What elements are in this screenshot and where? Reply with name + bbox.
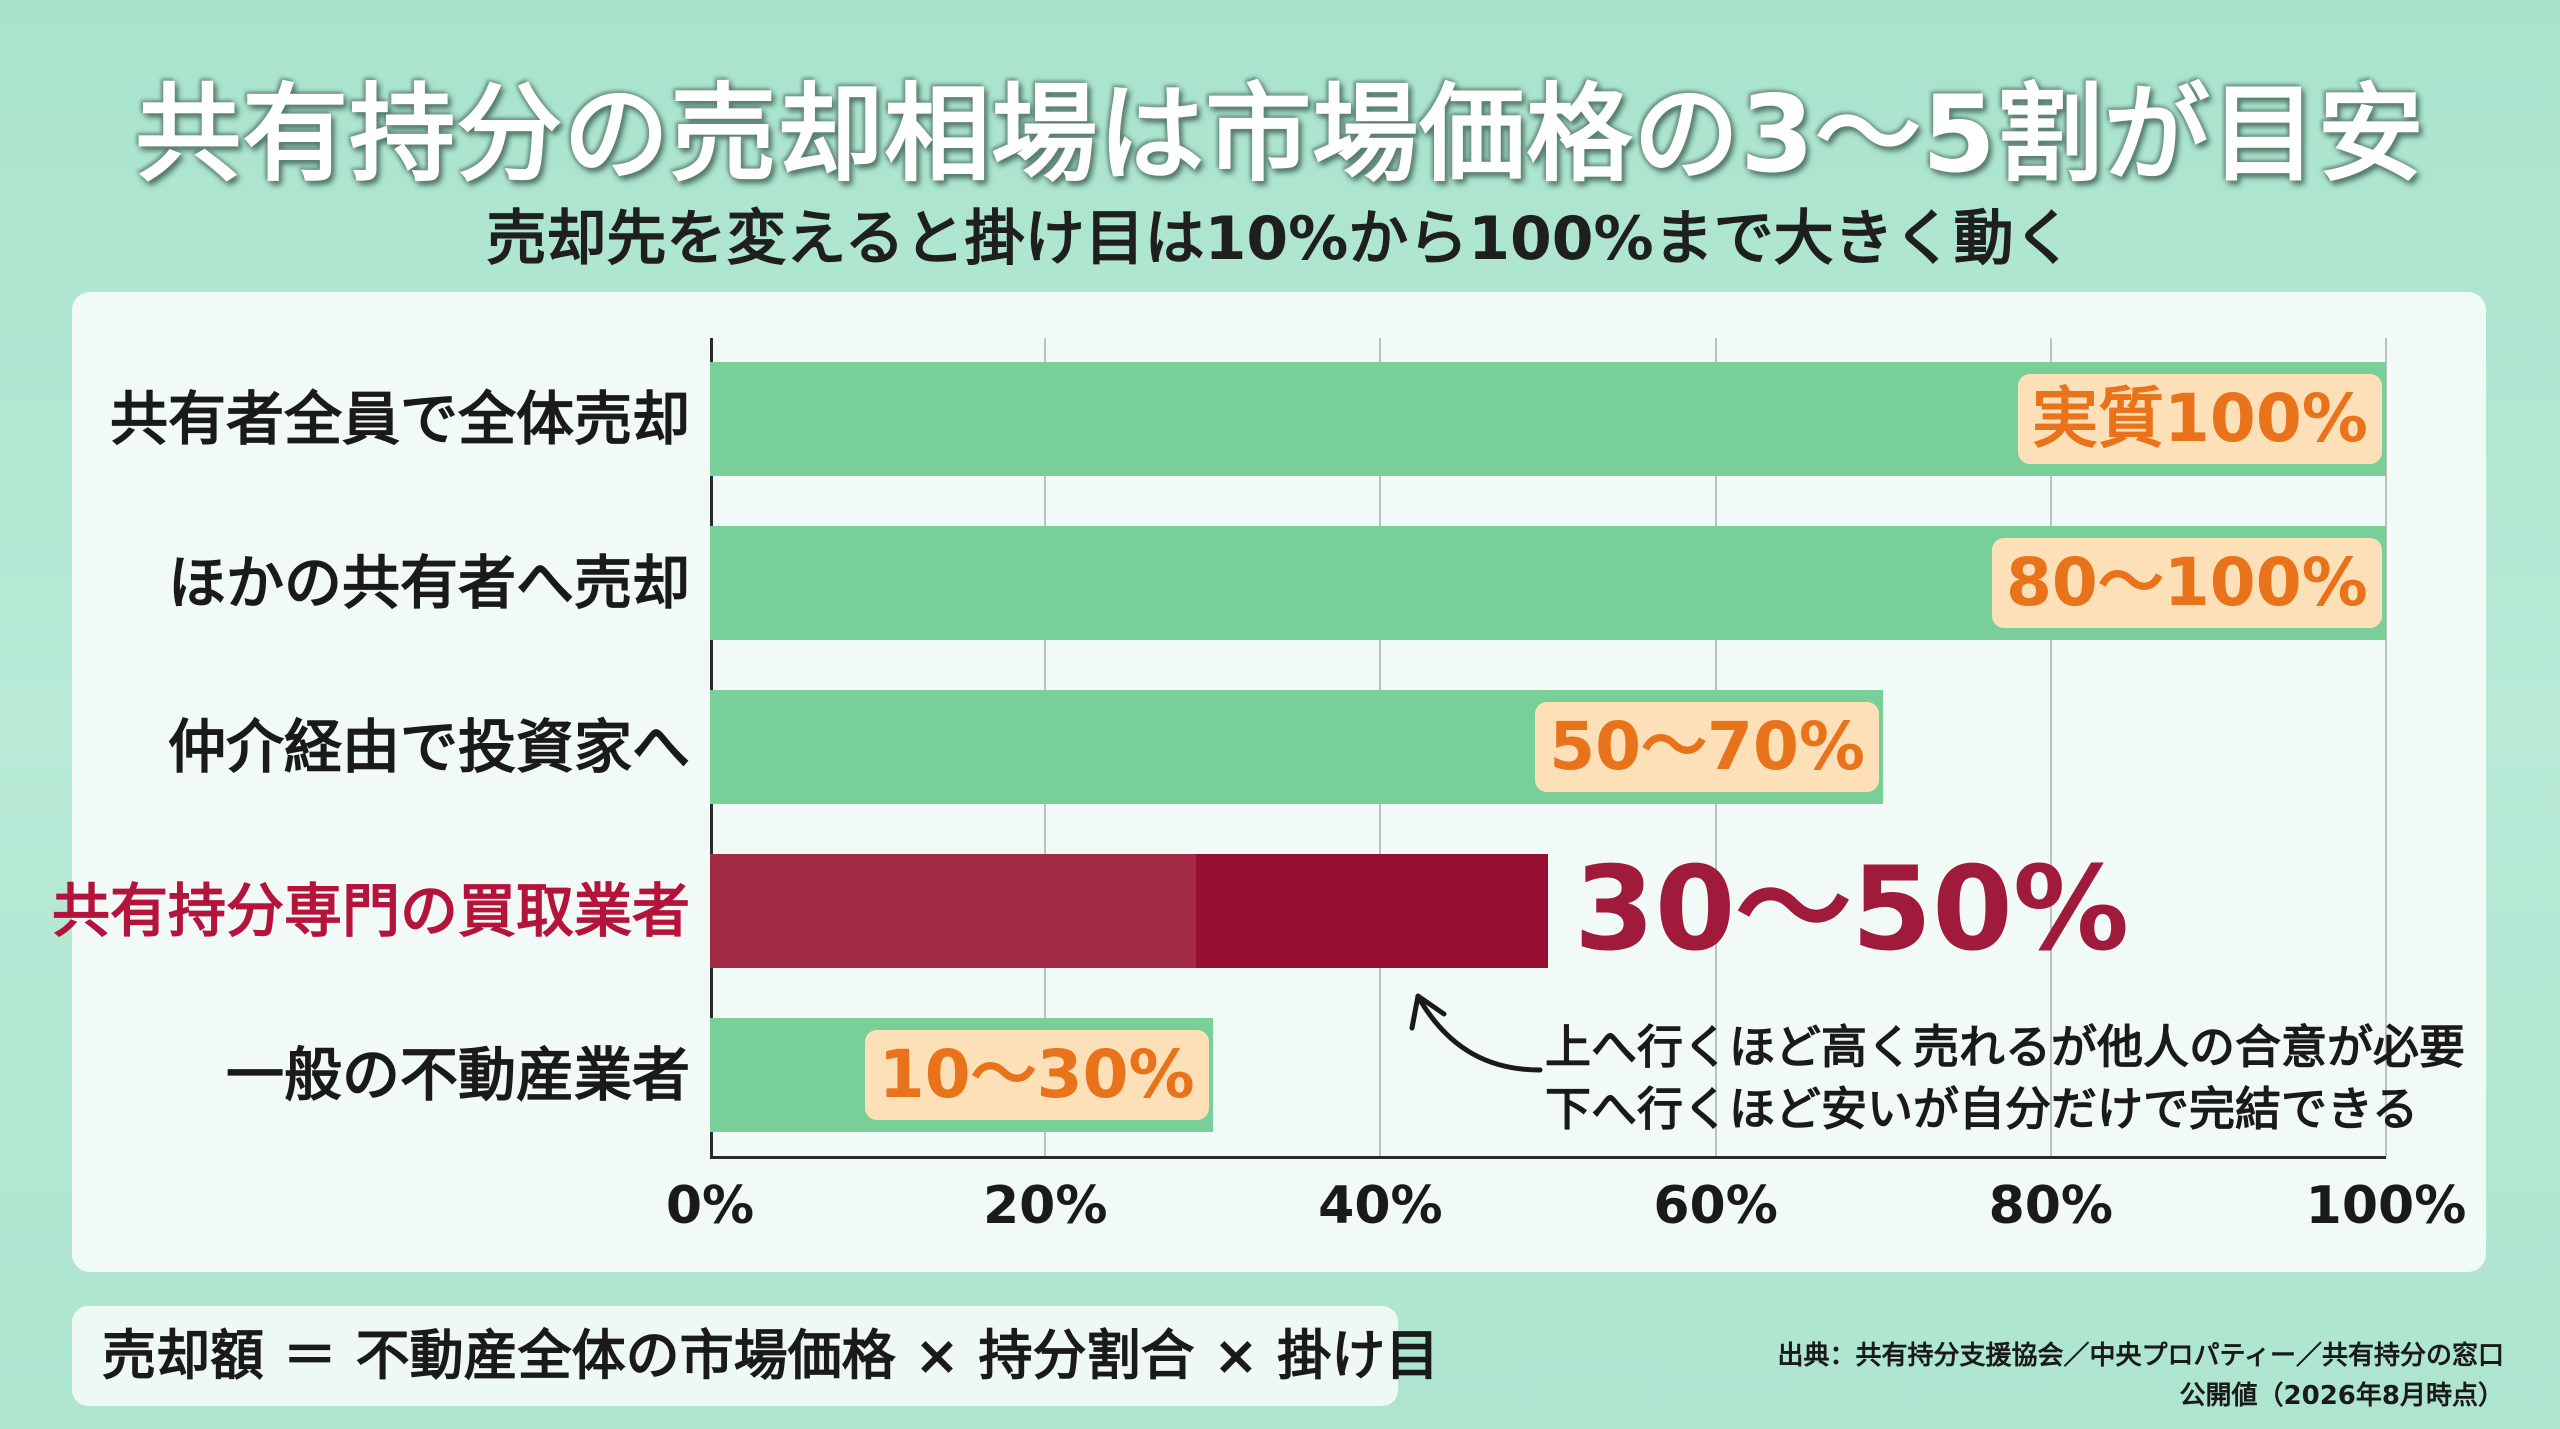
category-label: 仲介経由で投資家へ [167,713,690,781]
category-label: 共有持分専門の買取業者 [51,877,690,945]
category-label: 一般の不動産業者 [225,1041,690,1109]
category-label: 共有者全員で全体売却 [109,385,690,453]
note-arrow-icon [1409,993,1543,1073]
x-tick-label: 100% [2305,1176,2467,1236]
gridline [2385,338,2387,1156]
annotation-line-1: 上へ行くほど高く売れるが他人の合意が必要 [1545,1020,2465,1074]
data-label: 80〜100% [1992,538,2382,628]
source-line-2: 公開値（2026年8月時点） [2179,1381,2504,1411]
formula-box: 売却額 ＝ 不動産全体の市場価格 × 持分割合 × 掛け目 [72,1306,1439,1406]
bar [710,854,1548,968]
x-tick-label: 60% [1653,1176,1778,1236]
data-label: 30〜50% [1574,842,2130,977]
x-tick-label: 40% [1318,1176,1443,1236]
source-line-1: 出典：共有持分支援協会／中央プロパティー／共有持分の窓口 [1777,1341,2504,1371]
data-label: 10〜30% [864,1030,1209,1120]
annotation-line-2: 下へ行くほど安いが自分だけで完結できる [1545,1082,2419,1136]
category-label: ほかの共有者へ売却 [167,549,690,617]
plot-area: 実質100% 80〜100% 50〜70% 30〜50% 10〜30% [710,338,2387,1159]
x-axis [710,1156,2386,1159]
x-tick-label: 80% [1988,1176,2114,1236]
x-tick-label: 20% [982,1176,1108,1236]
data-label: 実質100% [2018,374,2382,464]
x-tick-label: 0% [665,1176,755,1236]
annotation-note: 上へ行くほど高く売れるが他人の合意が必要 下へ行くほど安いが自分だけで完結できる [1545,1016,2465,1140]
source-credit: 出典：共有持分支援協会／中央プロパティー／共有持分の窓口 公開値（2026年8月… [1778,1336,2504,1416]
gridline [2049,338,2052,1156]
chart-title: 共有持分の売却相場は市場価格の3〜5割が目安 [135,73,2425,196]
chart-subtitle: 売却先を変えると掛け目は10%から100%まで大きく動く [486,204,2074,274]
data-label: 50〜70% [1535,702,1880,792]
